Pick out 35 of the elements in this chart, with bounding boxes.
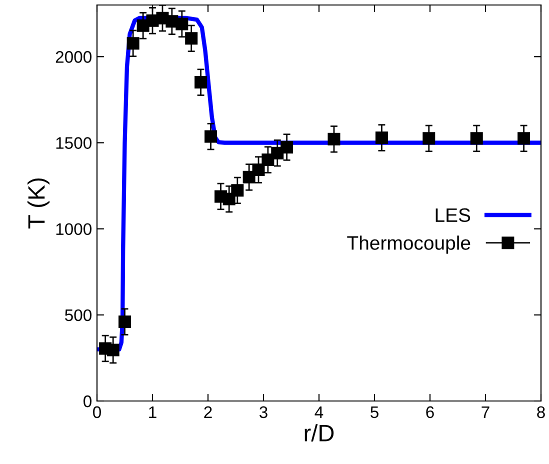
point xyxy=(252,164,265,176)
x-tick-label: 6 xyxy=(426,406,434,418)
x-tick-label: 3 xyxy=(260,406,268,418)
y-tick-label: 1000 xyxy=(56,223,92,236)
x-tick-label: 2 xyxy=(204,406,212,418)
y-tick-label: 2000 xyxy=(56,51,92,63)
x-tick-label: 7 xyxy=(482,406,490,418)
point xyxy=(242,170,256,184)
point xyxy=(118,316,131,328)
point xyxy=(375,131,388,144)
point xyxy=(126,37,140,50)
x-tick-label: 8 xyxy=(537,406,545,418)
legend-label: LES xyxy=(436,208,470,222)
point xyxy=(280,140,294,154)
y-axis-title: T (K) xyxy=(28,178,50,228)
point xyxy=(106,344,120,356)
x-tick-label: 4 xyxy=(314,406,324,418)
point xyxy=(422,132,436,145)
y-tick-label: 1500 xyxy=(56,137,92,149)
y-tick-label: 500 xyxy=(65,309,92,322)
x-axis-title: r/D xyxy=(304,424,334,442)
legend-label: Thermocouple xyxy=(347,236,470,254)
y-tick-label: 0 xyxy=(84,395,92,408)
point xyxy=(231,184,244,197)
x-tick-label: 1 xyxy=(149,406,156,418)
point xyxy=(518,132,530,145)
point xyxy=(176,18,188,30)
x-tick-label: 0 xyxy=(93,406,101,418)
point xyxy=(222,192,236,206)
point xyxy=(204,130,218,143)
point xyxy=(185,32,198,45)
point xyxy=(194,76,208,89)
point xyxy=(470,132,483,145)
point xyxy=(328,132,340,146)
x-tick-label: 5 xyxy=(370,406,378,418)
